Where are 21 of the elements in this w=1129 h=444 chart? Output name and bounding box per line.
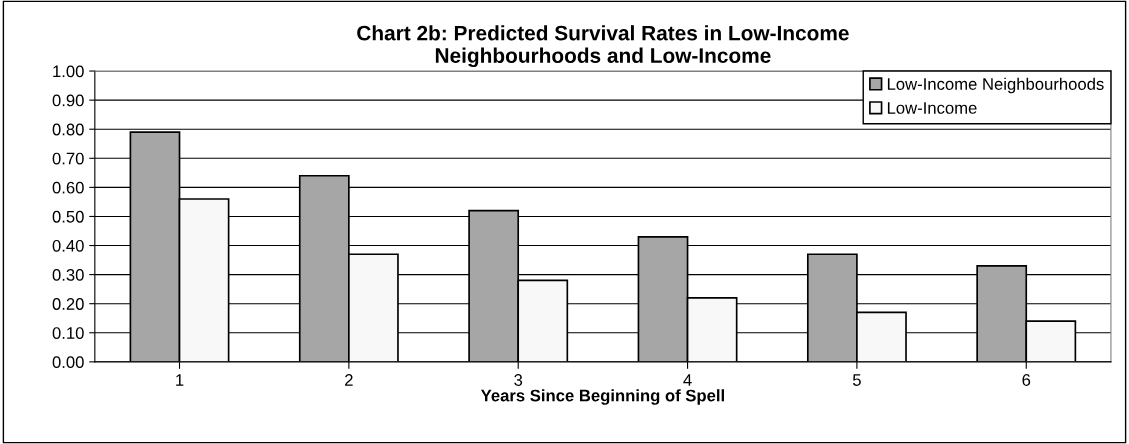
x-tick-label: 3 bbox=[514, 374, 523, 386]
x-tick-label: 5 bbox=[852, 374, 861, 386]
y-tick-label: 0.40 bbox=[52, 239, 84, 252]
y-tick-label: 0.60 bbox=[52, 181, 84, 194]
chart-title: Chart 2b: Predicted Survival Rates in Low-Income Neighbourhoods and Low-Income bbox=[357, 25, 849, 68]
y-tick-label: 0.30 bbox=[52, 269, 84, 281]
y-tick-label: 0.10 bbox=[52, 327, 84, 339]
y-tick-label: 0.80 bbox=[52, 123, 84, 136]
legend-label: Low-Income bbox=[887, 102, 977, 114]
x-tick-label: 1 bbox=[176, 374, 184, 386]
x-axis-title: Years Since Beginning of Spell bbox=[480, 389, 724, 405]
legend-label: Low-Income Neighbourhoods bbox=[887, 77, 1104, 94]
x-tick-label: 2 bbox=[345, 374, 353, 386]
y-tick-label: 1.00 bbox=[53, 65, 84, 78]
x-tick-label: 6 bbox=[1022, 374, 1031, 386]
y-tick-label: 0.50 bbox=[52, 210, 84, 223]
y-tick-label: 0.70 bbox=[52, 152, 84, 165]
y-tick-label: 0.90 bbox=[52, 94, 84, 107]
x-tick-label: 4 bbox=[683, 374, 692, 386]
y-tick-label: 0.00 bbox=[52, 356, 84, 369]
y-tick-label: 0.20 bbox=[52, 298, 84, 310]
